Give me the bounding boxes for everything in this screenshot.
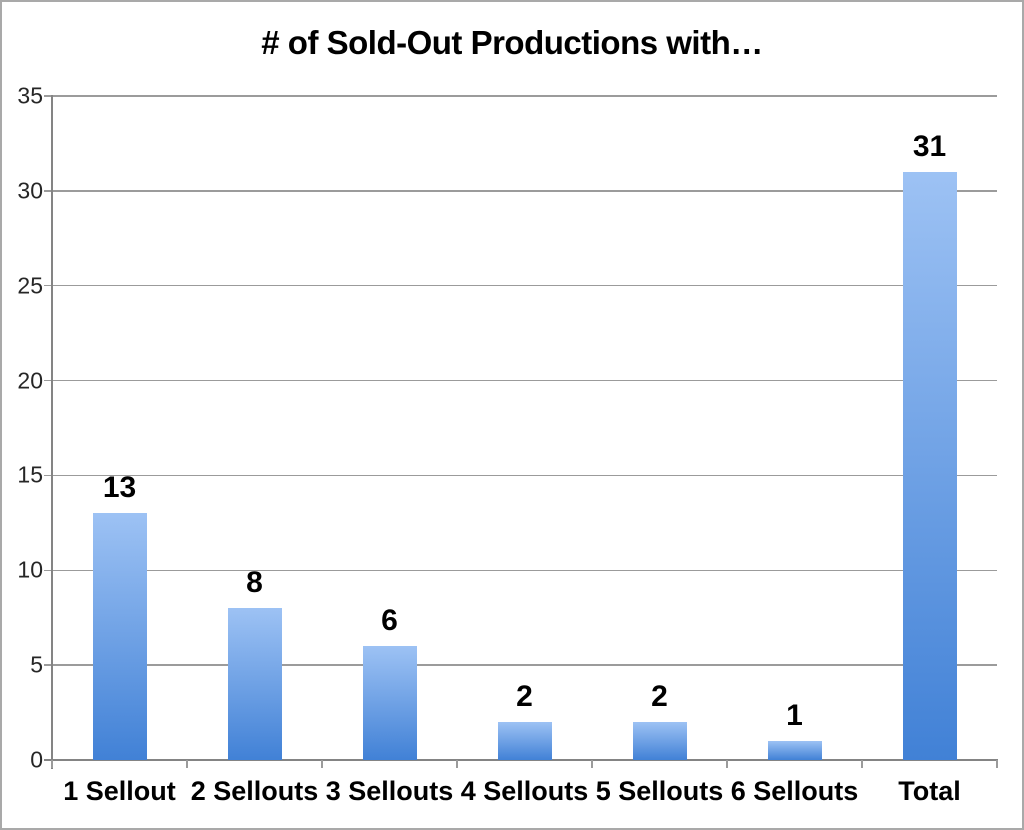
bar-value-label-3-sellouts: 6 [381, 604, 398, 638]
x-tick-mark [996, 760, 998, 768]
x-axis-line [44, 759, 998, 761]
x-category-label-2-sellouts: 2 Sellouts [190, 776, 319, 806]
chart-title: # of Sold-Out Productions with… [261, 24, 763, 61]
gridline-5 [44, 664, 997, 666]
gridline-25 [44, 284, 997, 287]
bar-total [902, 171, 957, 760]
bar-5-sellouts [632, 722, 687, 760]
gridline-10 [44, 569, 997, 572]
y-tick-label-30: 30 [17, 177, 43, 204]
gridline-15 [44, 474, 997, 477]
x-tick-mark [591, 760, 593, 768]
bar-4-sellouts [497, 722, 552, 760]
y-tick-label-10: 10 [17, 556, 43, 583]
bar-value-label-4-sellouts: 2 [516, 680, 533, 714]
y-tick-label-0: 0 [30, 746, 43, 773]
bar-value-label-1-sellout: 13 [102, 471, 137, 505]
x-category-label-3-sellouts: 3 Sellouts [325, 776, 454, 806]
bar-6-sellouts [767, 741, 822, 760]
gridline-30 [44, 190, 997, 192]
x-category-label-5-sellouts: 5 Sellouts [595, 776, 724, 806]
x-tick-mark [186, 760, 188, 768]
x-tick-mark [726, 760, 728, 768]
bar-value-label-6-sellouts: 1 [786, 699, 803, 733]
y-tick-label-5: 5 [30, 651, 43, 678]
bar-value-label-total: 31 [912, 129, 947, 163]
y-axis-line [51, 95, 53, 769]
x-category-label-total: Total [898, 776, 961, 806]
y-tick-label-25: 25 [17, 272, 43, 299]
x-tick-mark [861, 760, 863, 768]
gridline-20 [44, 379, 997, 382]
y-tick-label-20: 20 [17, 367, 43, 394]
gridline-35 [44, 95, 997, 97]
x-tick-mark [51, 760, 53, 768]
x-tick-mark [321, 760, 323, 768]
x-category-label-4-sellouts: 4 Sellouts [460, 776, 589, 806]
bar-value-label-5-sellouts: 2 [651, 680, 668, 714]
x-category-label-6-sellouts: 6 Sellouts [730, 776, 859, 806]
x-tick-mark [456, 760, 458, 768]
bar-2-sellouts [227, 608, 282, 760]
y-tick-label-35: 35 [17, 82, 43, 109]
bar-3-sellouts [362, 646, 417, 760]
y-tick-label-15: 15 [17, 461, 43, 488]
plot-area: 0 5 10 15 20 25 30 35 13 8 6 2 2 1 31 1 Sellout 2 Sell… [17, 84, 998, 805]
bar-1-sellout [92, 513, 147, 760]
bar-value-label-2-sellouts: 8 [246, 566, 263, 600]
x-category-label-1-sellout: 1 Sellout [63, 776, 176, 806]
